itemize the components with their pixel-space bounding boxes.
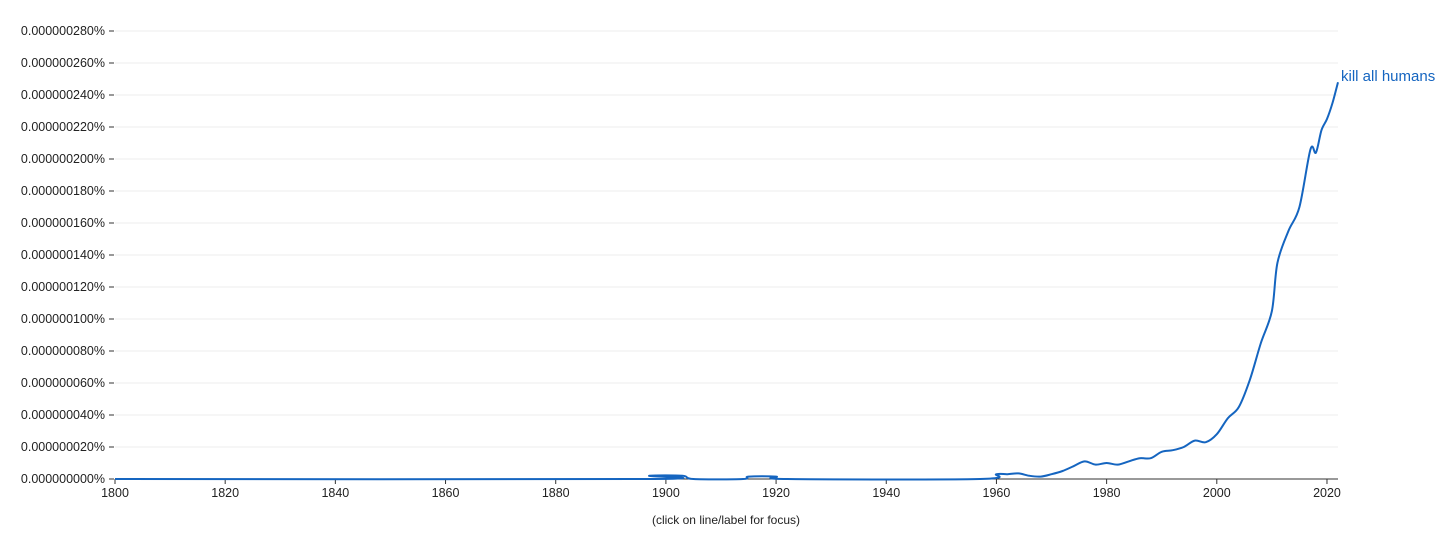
y-tick-label: 0.000000160% (21, 216, 105, 230)
series-label[interactable]: kill all humans (1341, 68, 1435, 85)
y-tick-label: 0.000000020% (21, 440, 105, 454)
y-tick-label: 0.000000120% (21, 280, 105, 294)
x-tick-label: 1840 (321, 486, 349, 500)
y-tick-label: 0.000000080% (21, 344, 105, 358)
x-axis: 1800 1820 1840 1860 1880 1900 1920 1940 1960 1980… (101, 478, 1341, 500)
y-tick-label: 0.000000100% (21, 312, 105, 326)
x-tick-label: 1980 (1093, 486, 1121, 500)
x-tick-label: 1960 (983, 486, 1011, 500)
y-tick-label: 0.000000180% (21, 184, 105, 198)
x-tick-label: 1800 (101, 486, 129, 500)
y-axis: 0.000000000% 0.000000020% 0.000000040% 0.00… (21, 24, 114, 486)
x-tick-label: 1900 (652, 486, 680, 500)
grid-layer (115, 30, 1338, 448)
x-tick-label: 1860 (432, 486, 460, 500)
y-tick-label: 0.000000000% (21, 472, 105, 486)
x-tick-label: 1920 (762, 486, 790, 500)
y-tick-label: 0.000000060% (21, 376, 105, 390)
y-tick-label: 0.000000220% (21, 120, 105, 134)
y-tick-label: 0.000000280% (21, 24, 105, 38)
series-layer[interactable]: kill all humans (114, 68, 1435, 481)
x-tick-label: 2000 (1203, 486, 1231, 500)
x-tick-label: 1880 (542, 486, 570, 500)
series-line[interactable] (114, 81, 1339, 481)
y-tick-label: 0.000000040% (21, 408, 105, 422)
focus-hint: (click on line/label for focus) (652, 513, 800, 527)
y-tick-label: 0.000000200% (21, 152, 105, 166)
x-tick-label: 1820 (211, 486, 239, 500)
y-tick-label: 0.000000260% (21, 56, 105, 70)
x-tick-label: 2020 (1313, 486, 1341, 500)
x-tick-label: 1940 (872, 486, 900, 500)
y-tick-label: 0.000000140% (21, 248, 105, 262)
y-tick-label: 0.000000240% (21, 88, 105, 102)
